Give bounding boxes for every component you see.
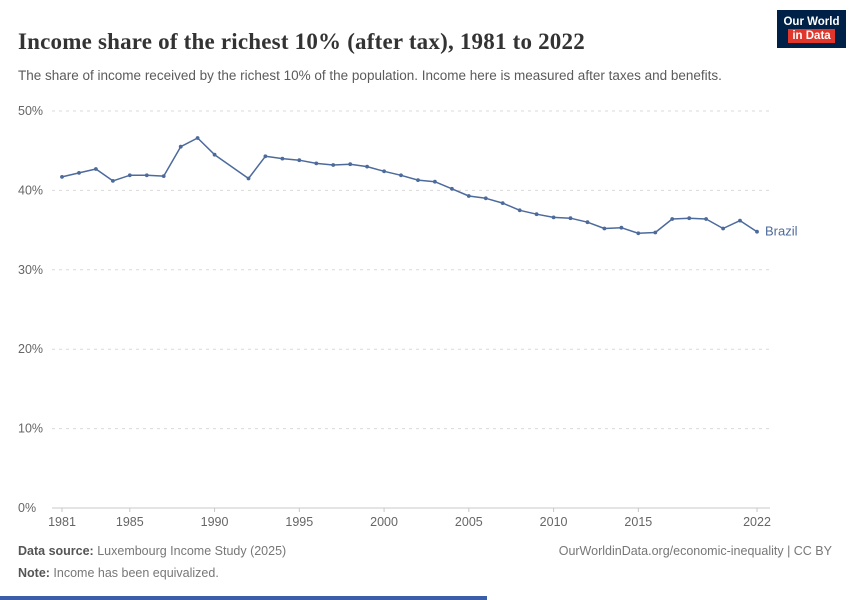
owid-logo-line2: in Data [788, 29, 835, 43]
data-point[interactable] [466, 194, 471, 198]
x-tick-label: 2000 [370, 515, 398, 529]
chart-footer: Data source: Luxembourg Income Study (20… [18, 540, 832, 584]
data-point[interactable] [365, 164, 369, 169]
data-point[interactable] [704, 217, 708, 221]
data-point[interactable] [670, 217, 675, 221]
data-point[interactable] [144, 173, 149, 178]
data-point[interactable] [433, 179, 437, 184]
owid-logo-line1: Our World [783, 16, 840, 28]
series-line-brazil [61, 137, 758, 235]
data-point[interactable] [348, 162, 353, 167]
x-tick-label: 2022 [743, 515, 771, 529]
note-label: Note: [18, 566, 50, 580]
data-point[interactable] [60, 175, 64, 179]
owid-logo[interactable]: Our World in Data [777, 10, 846, 48]
y-tick-label: 10% [18, 422, 43, 436]
data-source-text: Luxembourg Income Study (2025) [93, 544, 287, 558]
data-point[interactable] [585, 220, 590, 225]
y-tick-label: 0% [18, 501, 36, 515]
x-tick-label: 1995 [285, 515, 313, 529]
y-tick-label: 30% [18, 263, 43, 277]
data-point[interactable] [721, 226, 725, 231]
data-point[interactable] [534, 212, 539, 217]
data-point[interactable] [331, 163, 336, 167]
data-point[interactable] [77, 171, 81, 175]
data-point[interactable] [127, 173, 132, 178]
note-line: Note: Income has been equivalized. [18, 562, 832, 584]
y-tick-label: 20% [18, 342, 43, 356]
data-point[interactable] [314, 161, 319, 166]
data-point[interactable] [500, 201, 505, 205]
data-point[interactable] [416, 178, 420, 182]
y-tick-label: 40% [18, 183, 43, 197]
data-point[interactable] [551, 215, 556, 220]
data-point[interactable] [263, 154, 268, 159]
x-tick-label: 2015 [624, 515, 652, 529]
data-point[interactable] [738, 218, 742, 223]
data-point[interactable] [687, 216, 692, 221]
x-tick-label: 1985 [116, 515, 144, 529]
page-title: Income share of the richest 10% (after t… [18, 29, 585, 55]
data-point[interactable] [161, 174, 166, 178]
note-text: Income has been equivalized. [49, 566, 219, 580]
data-point[interactable] [111, 179, 115, 183]
series-end-label[interactable]: Brazil [765, 224, 798, 239]
data-point[interactable] [382, 169, 386, 174]
y-tick-label: 50% [18, 104, 43, 118]
data-point[interactable] [178, 144, 183, 149]
attribution: OurWorldinData.org/economic-inequality |… [558, 544, 832, 558]
data-point[interactable] [399, 173, 403, 178]
data-point[interactable] [636, 231, 641, 236]
page-subtitle: The share of income received by the rich… [18, 67, 722, 83]
data-point[interactable] [517, 208, 522, 213]
data-point[interactable] [755, 229, 759, 234]
data-point[interactable] [297, 158, 302, 163]
x-tick-label: 2005 [455, 515, 483, 529]
data-point[interactable] [483, 196, 488, 201]
data-point[interactable] [568, 216, 573, 221]
data-point[interactable] [619, 225, 624, 230]
x-tick-label: 2010 [540, 515, 568, 529]
data-source-label: Data source: [18, 544, 94, 558]
line-chart[interactable]: 0% 10% 20% 30% 40% 50% 1981 1985 1990 1995 2000 200… [0, 100, 850, 540]
data-point[interactable] [212, 152, 217, 157]
data-point[interactable] [195, 136, 200, 140]
data-source-line: Data source: Luxembourg Income Study (20… [18, 540, 832, 562]
data-point[interactable] [450, 186, 454, 191]
x-tick-label: 1981 [48, 515, 76, 529]
data-point[interactable] [653, 230, 658, 235]
x-tick-label: 1990 [201, 515, 229, 529]
bottom-accent-bar [0, 596, 487, 600]
data-point[interactable] [94, 167, 98, 171]
data-point[interactable] [280, 156, 285, 161]
data-point[interactable] [246, 176, 251, 181]
data-point[interactable] [602, 226, 607, 231]
